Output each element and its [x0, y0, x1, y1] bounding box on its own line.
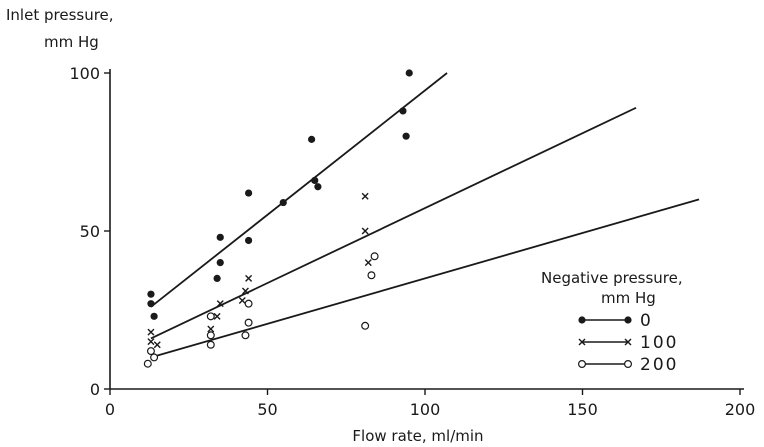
point-series-0: [402, 132, 410, 140]
legend-marker-left: [578, 316, 586, 324]
x-marker-stroke: [245, 274, 253, 282]
point-series-100: [153, 341, 161, 349]
point-series-100: [361, 227, 369, 235]
point-series-100: [238, 297, 246, 305]
x-marker-stroke: [361, 227, 369, 235]
x-marker-stroke: [207, 325, 215, 333]
y-axis-label-line1: Inlet pressure,: [6, 6, 114, 24]
point-series-0: [405, 69, 413, 77]
legend-marker-left: [577, 360, 586, 369]
legend-title-line2: mm Hg: [601, 289, 656, 307]
point-series-0: [147, 300, 155, 308]
point-series-0: [399, 107, 407, 115]
point-series-200: [367, 271, 376, 280]
x-marker-stroke: [147, 338, 155, 346]
point-series-100: [364, 259, 372, 267]
point-series-200: [241, 331, 250, 340]
point-series-0: [311, 176, 319, 185]
point-series-0: [314, 183, 322, 191]
legend-marker-left: [578, 338, 586, 346]
x-tick-label: 200: [725, 400, 756, 419]
legend-entry-100: 100: [578, 333, 678, 353]
x-axis-label: Flow rate, ml/min: [352, 427, 483, 445]
legend-entry-0: 0: [578, 311, 653, 331]
point-series-200: [146, 347, 155, 356]
x-marker-stroke: [241, 287, 249, 295]
y-tick-label: 0: [90, 380, 100, 399]
legend-label: 100: [640, 333, 678, 353]
point-series-100: [147, 328, 155, 336]
x-tick-label: 150: [567, 400, 598, 419]
point-series-200: [150, 353, 159, 362]
point-series-0: [150, 312, 158, 320]
legend-entry-200: 200: [577, 355, 678, 375]
x-tick-label: 50: [257, 400, 277, 419]
point-series-200: [244, 299, 253, 308]
point-series-0: [216, 233, 224, 241]
fit-line-100: [150, 106, 637, 340]
point-series-0: [279, 198, 287, 207]
fit-line-0: [150, 72, 448, 308]
point-series-0: [213, 274, 221, 282]
x-marker-stroke: [213, 312, 221, 320]
point-series-100: [147, 338, 155, 346]
point-series-0: [147, 290, 155, 298]
x-tick-label: 100: [410, 400, 441, 419]
point-series-100: [361, 192, 369, 200]
x-marker-stroke: [364, 259, 372, 267]
point-series-100: [216, 300, 224, 308]
x-marker-stroke: [216, 300, 224, 308]
x-marker-stroke: [147, 328, 155, 336]
legend-label: 200: [640, 355, 678, 375]
point-series-200: [361, 321, 370, 330]
point-series-100: [241, 287, 249, 295]
point-series-100: [245, 274, 253, 282]
legend-marker-right: [624, 316, 632, 324]
point-series-200: [143, 359, 152, 368]
x-marker-stroke: [153, 341, 161, 349]
fit-line-200: [150, 198, 700, 359]
x-marker-stroke: [624, 338, 632, 346]
x-marker-stroke: [238, 297, 246, 305]
axes: 0 50 100 150 200 0 50 100: [69, 64, 755, 419]
y-tick-label: 50: [80, 222, 100, 241]
y-axis-label-line2: mm Hg: [44, 33, 99, 51]
point-series-100: [213, 312, 221, 320]
y-tick-label: 100: [69, 64, 100, 83]
point-series-200: [206, 312, 215, 321]
legend-label: 0: [640, 311, 653, 331]
point-series-200: [370, 252, 379, 261]
point-series-200: [206, 340, 215, 349]
x-marker-stroke: [578, 338, 586, 346]
point-series-100: [207, 325, 215, 333]
point-series-200: [206, 331, 215, 340]
legend-marker-right: [624, 338, 632, 346]
point-series-200: [244, 318, 253, 327]
legend-marker-right: [623, 360, 632, 369]
legend-title-line1: Negative pressure,: [541, 269, 683, 287]
x-tick-label: 0: [105, 400, 115, 419]
data-points: [143, 69, 413, 368]
point-series-0: [216, 259, 224, 267]
fit-lines: [150, 72, 700, 359]
point-series-0: [245, 236, 253, 245]
x-marker-stroke: [361, 192, 369, 200]
point-series-0: [245, 189, 253, 197]
point-series-0: [308, 135, 316, 143]
